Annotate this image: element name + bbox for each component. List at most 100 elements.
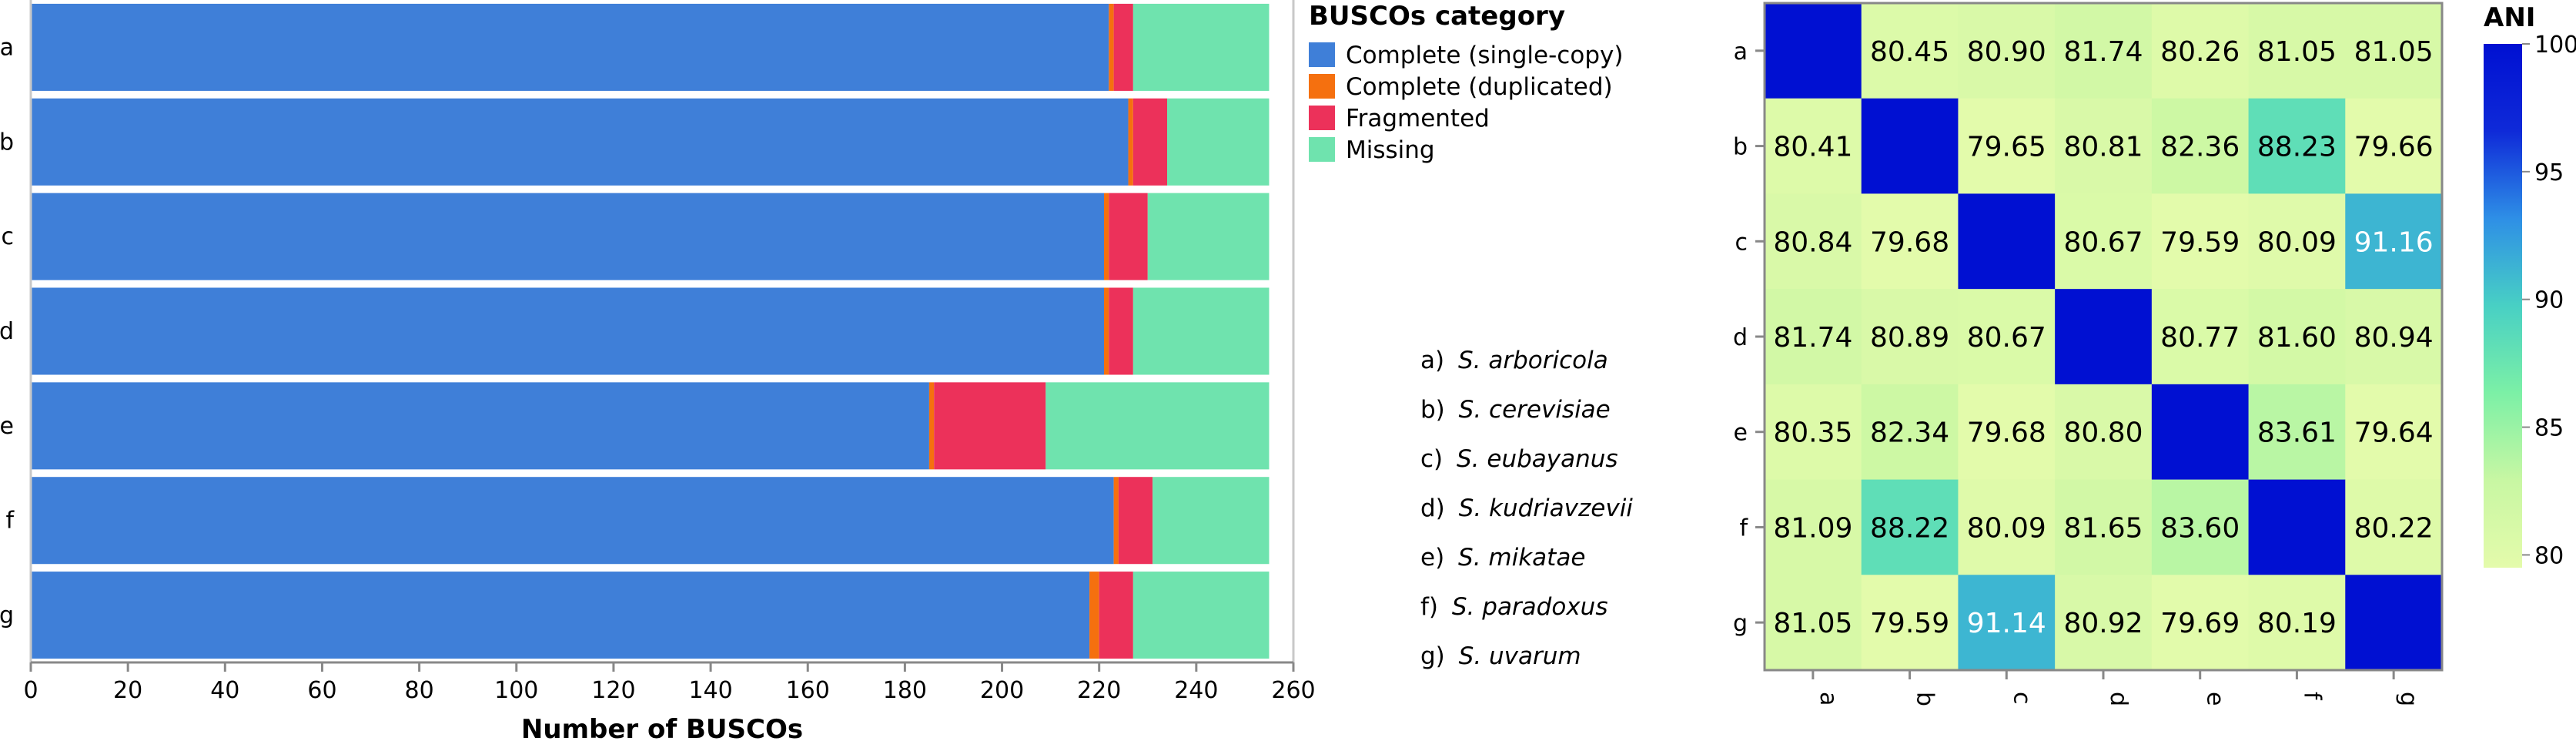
species-name: S. eubayanus <box>1457 445 1618 473</box>
heatmap-cell-e-b <box>1861 384 1959 481</box>
heatmap-cell-a-f <box>2248 3 2346 99</box>
heatmap-cell-e-a <box>1765 384 1862 481</box>
colorbar-tick-label: 95 <box>2534 159 2564 186</box>
heatmap-cell-f-f <box>2248 479 2346 575</box>
colorbar-ramp <box>2484 44 2522 568</box>
heatmap-cell-label: 79.68 <box>1870 226 1949 258</box>
x-tick-label: 40 <box>210 677 239 704</box>
bar-segment-e-2 <box>934 382 1046 470</box>
heatmap-cell-g-a <box>1765 575 1862 671</box>
heatmap-cell-label: 83.60 <box>2160 512 2240 544</box>
species-key-item: f) S. paradoxus <box>1420 593 1607 621</box>
species-key-item: b) S. cerevisiae <box>1420 396 1611 424</box>
bar-segment-f-3 <box>1153 477 1270 565</box>
bar-segment-d-1 <box>1104 287 1109 375</box>
heatmap-cell-label: 80.80 <box>2063 417 2143 449</box>
x-tick-label: 60 <box>307 677 336 704</box>
y-tick-label: c <box>2 223 15 250</box>
heatmap-cell-label: 81.74 <box>2063 36 2143 68</box>
x-tick-label: 100 <box>494 677 538 704</box>
x-tick-label: 260 <box>1271 677 1315 704</box>
heatmap-cell-c-c <box>1958 193 2056 290</box>
legend-label: Missing <box>1346 136 1435 164</box>
bar-segment-e-1 <box>928 382 935 470</box>
heatmap-cell-label: 80.90 <box>1967 36 2046 68</box>
ani-colorbar: ANI 80 85 90 95 100 <box>2484 2 2576 569</box>
heatmap-cell-label: 81.74 <box>1773 322 1852 354</box>
species-letter: c) <box>1420 445 1450 473</box>
species-name: S. arboricola <box>1458 347 1608 374</box>
ani-heatmap: 80.45 80.90 81.74 80.26 81.05 81.05 80.41 79.65… <box>1733 2 2444 706</box>
heatmap-cell-label: 88.23 <box>2257 132 2337 163</box>
heatmap-cell-a-e <box>2151 3 2250 99</box>
heatmap-cell-c-e <box>2151 193 2250 290</box>
heatmap-cell-c-a <box>1765 193 1862 290</box>
species-key-item: e) S. mikatae <box>1420 544 1585 572</box>
heatmap-cell-f-d <box>2055 479 2153 575</box>
heatmap-cell-f-b <box>1861 479 1959 575</box>
row-tick-label: a <box>1734 39 1748 65</box>
col-tick-label: a <box>1815 692 1842 706</box>
x-tick-label: 140 <box>688 677 732 704</box>
x-tick-label: 200 <box>980 677 1024 704</box>
bar-segment-f-1 <box>1113 477 1119 565</box>
heatmap-cell-e-d <box>2055 384 2153 481</box>
heatmap-cell-label: 80.94 <box>2354 322 2434 354</box>
x-tick-label: 180 <box>883 677 927 704</box>
colorbar-tick-label: 90 <box>2534 287 2564 314</box>
colorbar-tick-label: 85 <box>2534 415 2564 442</box>
heatmap-cell-label: 80.19 <box>2257 608 2337 639</box>
row-tick-label: f <box>1739 515 1748 542</box>
y-tick-label: a <box>0 34 14 61</box>
bar-segment-b-1 <box>1128 98 1133 186</box>
bar-segment-g-1 <box>1089 572 1099 659</box>
col-tick-label: g <box>2395 692 2422 706</box>
col-tick-label: c <box>2008 692 2035 705</box>
heatmap-cell-g-g <box>2345 575 2443 671</box>
species-name: S. cerevisiae <box>1459 396 1611 424</box>
legend-title: BUSCOs category <box>1309 1 1565 32</box>
legend-swatch <box>1309 42 1335 67</box>
species-key-item: d) S. kudriavzevii <box>1420 495 1633 522</box>
legend-label: Complete (single-copy) <box>1346 42 1623 69</box>
col-tick-label: b <box>1912 692 1939 706</box>
heatmap-cell-d-f <box>2248 289 2346 385</box>
heatmap-cell-c-d <box>2055 193 2153 290</box>
heatmap-cell-label: 80.89 <box>1870 322 1949 354</box>
colorbar-tick-label: 100 <box>2534 32 2576 59</box>
heatmap-cell-label: 79.65 <box>1967 132 2046 163</box>
heatmap-cell-c-b <box>1861 193 1959 290</box>
heatmap-cell-b-e <box>2151 98 2250 194</box>
bar-segment-c-2 <box>1109 193 1148 280</box>
legend-label: Fragmented <box>1346 105 1490 132</box>
heatmap-cell-label: 81.05 <box>2257 36 2337 68</box>
bar-segment-g-2 <box>1099 572 1133 659</box>
bar-segment-d-0 <box>31 287 1104 375</box>
species-letter: b) <box>1420 396 1453 424</box>
bar-segment-d-3 <box>1132 287 1270 375</box>
heatmap-cell-label: 79.64 <box>2354 417 2434 449</box>
heatmap-cell-b-d <box>2055 98 2153 194</box>
heatmap-cell-d-g <box>2345 289 2443 385</box>
y-tick-label: g <box>0 602 14 629</box>
bar-segment-a-2 <box>1113 3 1133 91</box>
heatmap-cell-label: 80.35 <box>1773 417 1852 449</box>
heatmap-cell-label: 91.16 <box>2354 226 2434 258</box>
col-tick-label: f <box>2298 692 2325 701</box>
bar-segment-c-3 <box>1147 193 1270 280</box>
legend-swatch <box>1309 137 1335 162</box>
row-tick-label: b <box>1733 134 1748 161</box>
heatmap-cell-label: 79.59 <box>2160 226 2240 258</box>
heatmap-cell-a-a <box>1765 3 1862 99</box>
x-axis-title: Number of BUSCOs <box>521 714 803 741</box>
heatmap-cell-label: 80.45 <box>1870 36 1949 68</box>
bar-segment-g-3 <box>1132 572 1270 659</box>
legend-swatch <box>1309 74 1335 99</box>
bar-segment-e-0 <box>31 382 929 470</box>
busco-bar-chart: a b c d e f g 0 20 40 60 80 100 120 140 160 180 200 220 240… <box>0 0 1316 741</box>
colorbar-title: ANI <box>2484 2 2535 33</box>
heatmap-cell-label: 88.22 <box>1870 512 1949 544</box>
heatmap-cell-a-d <box>2055 3 2153 99</box>
